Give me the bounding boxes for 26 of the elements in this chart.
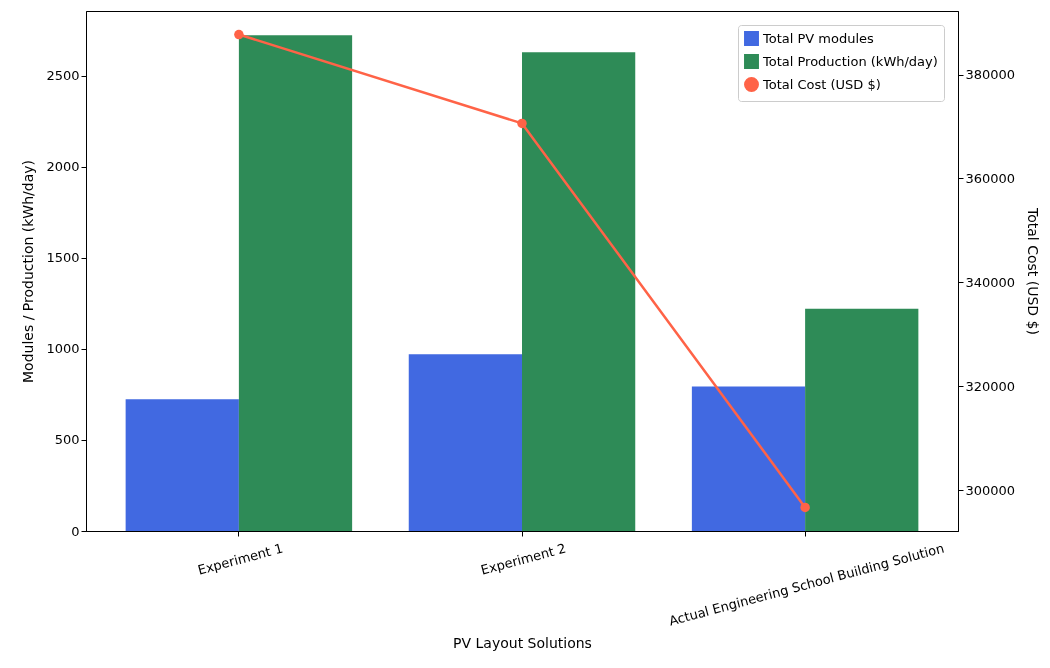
y2-tick-label: 320000 (965, 378, 1016, 394)
y-tick-label: 1000 (46, 341, 80, 357)
y2-tick-label: 380000 (965, 67, 1016, 83)
y2-tick-label: 340000 (965, 274, 1016, 290)
bar (805, 308, 919, 531)
y-tick-label: 0 (71, 523, 80, 539)
legend-label: Total Production (kWh/day) (762, 53, 938, 69)
y-tick-label: 2000 (46, 159, 80, 175)
point (234, 29, 244, 40)
bar (408, 354, 522, 531)
bar (691, 386, 806, 531)
bar (125, 399, 239, 531)
y2-tick-label: 300000 (965, 482, 1016, 498)
y2-tick-label: 360000 (965, 170, 1016, 186)
y-axis-title: Modules / Production (kWh/day) (20, 160, 37, 383)
y-tick-label: 500 (54, 432, 80, 448)
point (800, 502, 810, 513)
y-tick-label: 2500 (46, 68, 80, 84)
bar (522, 52, 636, 531)
x-axis-title: PV Layout Solutions (453, 634, 592, 651)
legend-label: Total PV modules (762, 30, 875, 46)
bar (238, 35, 353, 531)
y2-axis-title: Total Cost (USD $) (1025, 207, 1042, 335)
legend-label: Total Cost (USD $) (762, 76, 881, 92)
y-tick-label: 1500 (46, 250, 80, 266)
point (517, 118, 527, 129)
